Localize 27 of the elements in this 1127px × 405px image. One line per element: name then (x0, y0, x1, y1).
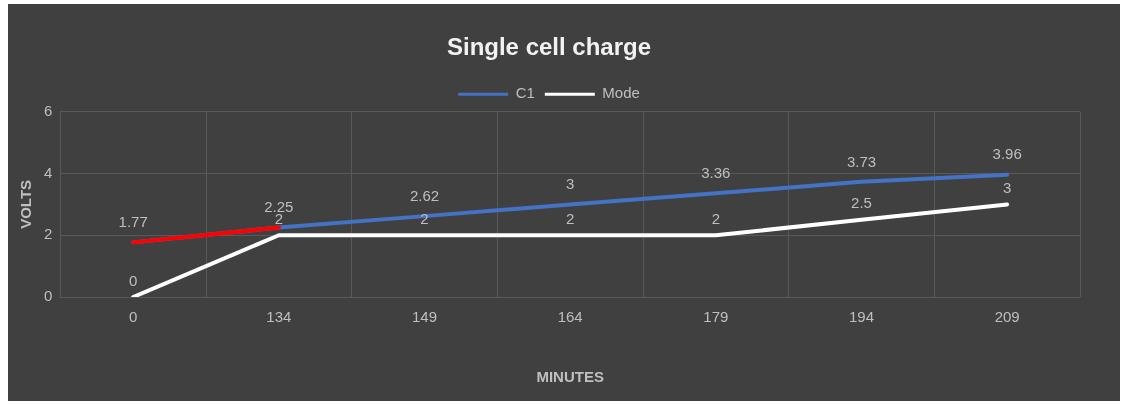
x-tick-label: 209 (994, 308, 1020, 326)
data-label: 3.96 (992, 145, 1022, 163)
data-label: 3.36 (701, 163, 731, 181)
x-tick-label: 149 (411, 308, 438, 326)
x-tick-label: 194 (848, 308, 875, 326)
x-tick-label: 179 (703, 308, 729, 326)
chart-title: Single cell charge (446, 33, 652, 61)
data-label: 3 (566, 175, 575, 193)
data-label: 0 (129, 271, 138, 289)
data-label: 2 (566, 209, 575, 227)
y-tick-label: 4 (44, 163, 53, 181)
data-label: 2 (711, 209, 721, 227)
legend-label: C1 (515, 84, 535, 102)
legend-label: Mode (602, 84, 640, 102)
y-tick-label: 2 (44, 225, 53, 243)
x-tick-label: 134 (266, 308, 292, 326)
x-tick-label: 0 (129, 308, 138, 326)
data-label: 2.5 (851, 194, 872, 212)
y-tick-label: 6 (44, 101, 53, 119)
data-label: 1.77 (118, 213, 148, 231)
x-axis-title: MINUTES (536, 368, 604, 386)
data-label: 2.62 (409, 186, 440, 204)
y-axis-title: VOLTS (17, 179, 35, 229)
data-label: 3.73 (846, 152, 877, 170)
x-tick-label: 164 (557, 308, 583, 326)
y-tick-label: 0 (44, 287, 53, 305)
data-label: 3 (1003, 179, 1012, 197)
